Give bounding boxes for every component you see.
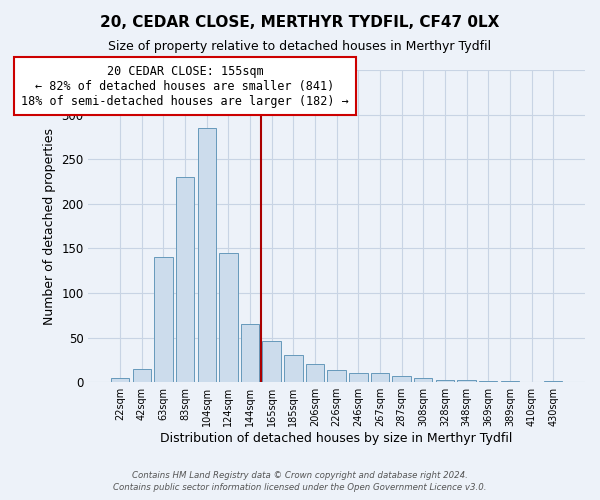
Bar [284,356,302,382]
Bar [306,364,324,382]
Bar [457,380,476,382]
Bar [392,376,411,382]
Bar [371,374,389,382]
Text: 20 CEDAR CLOSE: 155sqm
← 82% of detached houses are smaller (841)
18% of semi-de: 20 CEDAR CLOSE: 155sqm ← 82% of detached… [21,64,349,108]
Bar [349,374,368,382]
Bar [241,324,259,382]
Text: Size of property relative to detached houses in Merthyr Tydfil: Size of property relative to detached ho… [109,40,491,53]
Bar [176,177,194,382]
Bar [197,128,216,382]
Bar [328,370,346,382]
Bar [219,253,238,382]
Text: Contains HM Land Registry data © Crown copyright and database right 2024.
Contai: Contains HM Land Registry data © Crown c… [113,471,487,492]
Bar [154,258,173,382]
X-axis label: Distribution of detached houses by size in Merthyr Tydfil: Distribution of detached houses by size … [160,432,513,445]
Bar [436,380,454,382]
Bar [111,378,129,382]
Text: 20, CEDAR CLOSE, MERTHYR TYDFIL, CF47 0LX: 20, CEDAR CLOSE, MERTHYR TYDFIL, CF47 0L… [100,15,500,30]
Bar [262,341,281,382]
Bar [133,369,151,382]
Y-axis label: Number of detached properties: Number of detached properties [43,128,56,324]
Bar [414,378,433,382]
